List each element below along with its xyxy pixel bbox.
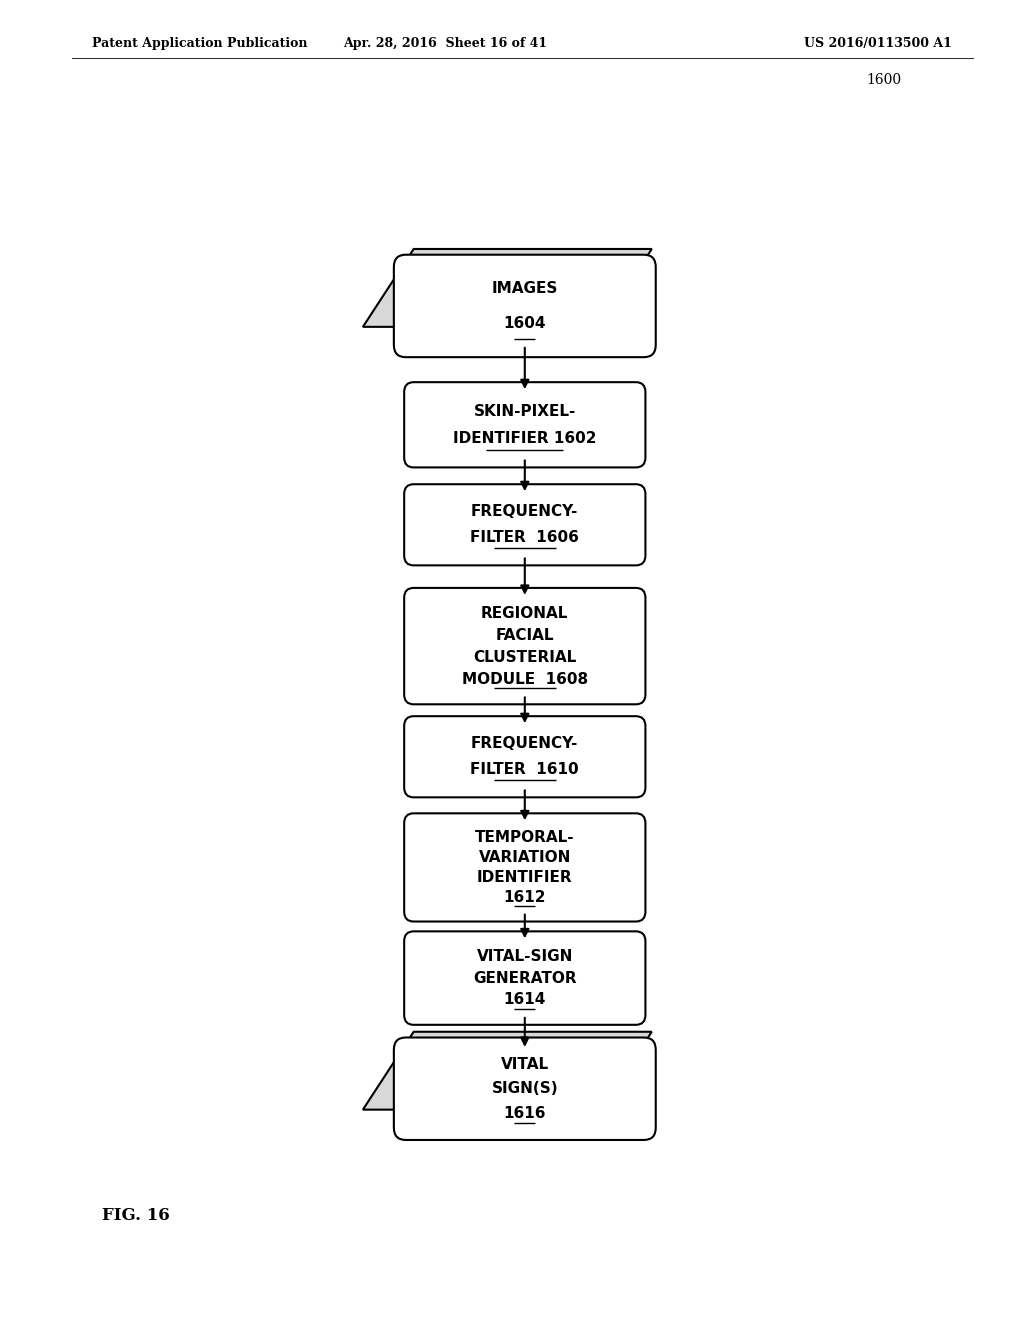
Text: 1604: 1604 bbox=[504, 315, 546, 331]
FancyBboxPatch shape bbox=[404, 484, 645, 565]
Text: FILTER  1610: FILTER 1610 bbox=[470, 762, 580, 777]
Text: FIG. 16: FIG. 16 bbox=[102, 1206, 170, 1224]
Text: 1616: 1616 bbox=[504, 1106, 546, 1121]
Text: Patent Application Publication: Patent Application Publication bbox=[92, 37, 307, 50]
Text: 1612: 1612 bbox=[504, 890, 546, 906]
Text: GENERATOR: GENERATOR bbox=[473, 970, 577, 986]
Text: VITAL: VITAL bbox=[501, 1057, 549, 1072]
Text: US 2016/0113500 A1: US 2016/0113500 A1 bbox=[805, 37, 952, 50]
FancyBboxPatch shape bbox=[394, 255, 655, 358]
Text: SIGN(S): SIGN(S) bbox=[492, 1081, 558, 1096]
Text: SKIN-PIXEL-: SKIN-PIXEL- bbox=[474, 404, 575, 418]
Polygon shape bbox=[362, 1032, 652, 1110]
Text: REGIONAL: REGIONAL bbox=[481, 606, 568, 620]
Text: VARIATION: VARIATION bbox=[478, 850, 571, 865]
Text: FREQUENCY-: FREQUENCY- bbox=[471, 737, 579, 751]
Text: Apr. 28, 2016  Sheet 16 of 41: Apr. 28, 2016 Sheet 16 of 41 bbox=[343, 37, 548, 50]
FancyBboxPatch shape bbox=[404, 813, 645, 921]
Polygon shape bbox=[362, 249, 652, 327]
FancyBboxPatch shape bbox=[404, 717, 645, 797]
Text: CLUSTERIAL: CLUSTERIAL bbox=[473, 649, 577, 664]
FancyBboxPatch shape bbox=[394, 1038, 655, 1140]
Text: TEMPORAL-: TEMPORAL- bbox=[475, 830, 574, 845]
FancyBboxPatch shape bbox=[404, 932, 645, 1024]
Text: IDENTIFIER 1602: IDENTIFIER 1602 bbox=[453, 430, 597, 446]
FancyBboxPatch shape bbox=[404, 587, 645, 705]
Text: 1600: 1600 bbox=[866, 73, 901, 87]
Text: IDENTIFIER: IDENTIFIER bbox=[477, 870, 572, 884]
Text: VITAL-SIGN: VITAL-SIGN bbox=[476, 949, 573, 964]
Text: FREQUENCY-: FREQUENCY- bbox=[471, 504, 579, 520]
Text: FILTER  1606: FILTER 1606 bbox=[470, 531, 580, 545]
Text: FACIAL: FACIAL bbox=[496, 627, 554, 643]
Text: IMAGES: IMAGES bbox=[492, 281, 558, 296]
Text: 1614: 1614 bbox=[504, 993, 546, 1007]
FancyBboxPatch shape bbox=[404, 383, 645, 467]
Text: MODULE  1608: MODULE 1608 bbox=[462, 672, 588, 686]
